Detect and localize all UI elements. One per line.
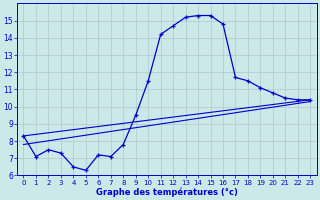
X-axis label: Graphe des températures (°c): Graphe des températures (°c) <box>96 187 238 197</box>
